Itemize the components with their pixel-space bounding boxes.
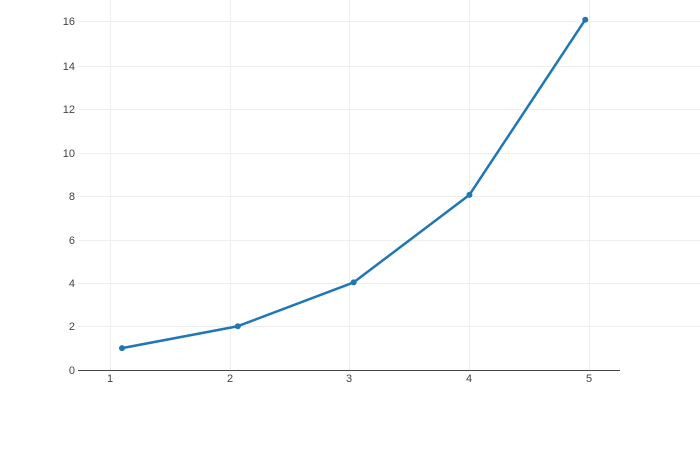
data-series-markers	[119, 16, 589, 352]
data-point-marker	[466, 191, 473, 198]
y-tick-label: 6	[69, 235, 75, 247]
x-axis-tick-labels: 1 2 3 4 5	[107, 373, 592, 385]
horizontal-gridlines	[78, 21, 700, 327]
x-tick-label: 3	[346, 373, 352, 385]
data-point-marker	[119, 345, 126, 352]
data-point-marker	[582, 16, 589, 23]
y-axis-tick-labels: 0 2 4 6 8 10 12 14 16	[63, 16, 75, 377]
vertical-gridlines	[110, 0, 590, 370]
x-tick-label: 5	[586, 373, 592, 385]
y-tick-label: 4	[69, 278, 75, 290]
y-tick-label: 12	[63, 104, 75, 116]
x-tick-label: 2	[227, 373, 233, 385]
y-tick-label: 10	[63, 148, 75, 160]
y-tick-label: 2	[69, 321, 75, 333]
data-point-marker	[234, 323, 241, 330]
x-tick-label: 1	[107, 373, 113, 385]
y-tick-label: 16	[63, 16, 75, 28]
x-tick-label: 4	[466, 373, 472, 385]
data-point-marker	[350, 279, 357, 286]
y-tick-label: 0	[69, 365, 75, 377]
y-tick-label: 14	[63, 61, 75, 73]
y-tick-label: 8	[69, 191, 75, 203]
